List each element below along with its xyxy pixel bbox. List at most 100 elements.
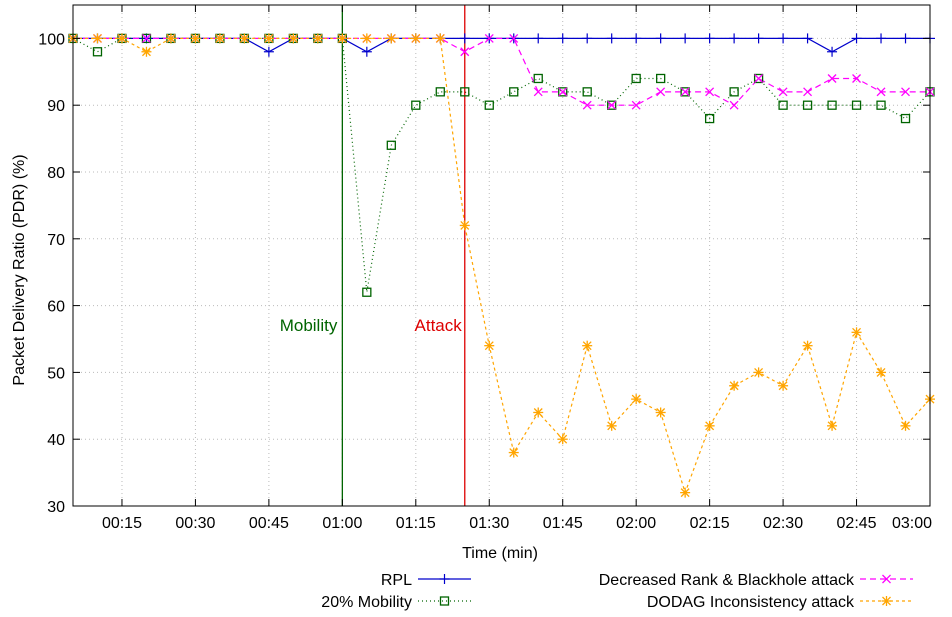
data-point — [704, 113, 715, 124]
data-point — [876, 33, 887, 44]
data-point — [606, 33, 617, 44]
data-point — [509, 33, 519, 43]
marker-stroke — [484, 33, 494, 43]
marker-stroke — [852, 74, 862, 83]
marker-stroke — [582, 341, 592, 351]
data-point — [92, 47, 103, 57]
marker-stroke — [729, 100, 739, 110]
data-point — [631, 394, 642, 405]
y-tick-label: 50 — [47, 365, 65, 382]
marker-stroke — [435, 87, 445, 97]
data-point — [656, 73, 666, 84]
marker-stroke — [141, 47, 151, 57]
data-point — [705, 87, 715, 97]
data-point — [655, 33, 666, 44]
y-tick-label: 40 — [47, 432, 65, 449]
marker-stroke — [901, 421, 910, 431]
series-markers — [68, 33, 935, 498]
data-point — [876, 87, 886, 97]
series-line-dodag-inconsistency-attack — [73, 37, 931, 495]
y-tick-label: 90 — [47, 98, 65, 115]
marker-stroke — [851, 100, 862, 110]
x-tick-label: 02:15 — [690, 515, 730, 532]
data-point — [362, 287, 372, 297]
marker-stroke — [533, 408, 543, 417]
marker-stroke — [435, 33, 445, 43]
data-point — [827, 46, 838, 57]
data-point — [802, 340, 813, 351]
data-point — [607, 100, 617, 110]
data-point — [729, 100, 739, 110]
data-point — [141, 46, 152, 57]
marker-stroke — [460, 220, 470, 230]
axis-ticks — [73, 5, 931, 507]
data-point — [459, 220, 470, 231]
data-point — [631, 73, 641, 84]
marker-stroke — [680, 87, 690, 97]
y-tick-label: 60 — [47, 299, 65, 316]
marker-stroke — [166, 33, 176, 43]
data-point — [435, 87, 445, 97]
marker-stroke — [558, 434, 568, 444]
marker-stroke — [803, 341, 813, 351]
y-tick-label: 80 — [47, 165, 65, 182]
data-point — [606, 420, 617, 431]
legend-swatch-marker — [881, 596, 892, 606]
data-point — [141, 33, 151, 43]
marker-stroke — [705, 421, 715, 431]
marker-stroke — [882, 574, 891, 584]
x-tick-label: 00:30 — [175, 515, 215, 532]
marker-stroke — [484, 341, 494, 351]
data-point — [116, 33, 127, 44]
marker-stroke — [92, 47, 103, 57]
annotation-label: Attack — [415, 316, 463, 335]
data-point — [582, 33, 593, 44]
x-tick-label: 02:30 — [763, 515, 803, 532]
marker-stroke — [656, 87, 666, 97]
x-tick-label: 00:45 — [249, 515, 289, 532]
data-point — [901, 87, 910, 97]
marker-stroke — [509, 87, 519, 97]
marker-stroke — [900, 113, 911, 124]
data-point — [680, 87, 690, 97]
data-point — [827, 100, 837, 110]
data-point — [361, 33, 372, 44]
data-point — [92, 33, 103, 44]
legend-label: DODAG Inconsistency attack — [647, 594, 855, 611]
marker-stroke — [582, 100, 592, 110]
data-point — [533, 33, 544, 44]
marker-stroke — [656, 73, 666, 84]
legend-swatch-marker — [882, 574, 891, 584]
data-point — [239, 33, 250, 44]
data-point — [753, 73, 764, 84]
data-point — [582, 100, 592, 110]
data-point — [214, 33, 225, 44]
marker-stroke — [729, 87, 739, 97]
marker-stroke — [509, 448, 519, 458]
data-point — [533, 407, 544, 418]
data-point — [656, 87, 666, 97]
legend-label: RPL — [381, 572, 412, 589]
data-point — [484, 100, 494, 110]
x-tick-label: 02:00 — [616, 515, 656, 532]
legend-swatch-marker — [439, 574, 450, 584]
marker-stroke — [876, 87, 886, 97]
marker-stroke — [141, 33, 151, 43]
data-point — [729, 87, 739, 97]
data-point — [778, 33, 789, 44]
marker-stroke — [882, 596, 891, 606]
data-point — [631, 33, 642, 44]
marker-stroke — [631, 394, 641, 404]
data-point — [557, 33, 568, 44]
data-point — [386, 140, 396, 150]
legend-label: 20% Mobility — [321, 594, 412, 611]
data-point — [484, 340, 495, 351]
marker-stroke — [827, 100, 837, 110]
data-point — [754, 74, 764, 83]
data-point — [851, 100, 862, 110]
data-point — [460, 47, 470, 57]
marker-stroke — [680, 488, 690, 498]
marker-stroke — [460, 47, 470, 57]
data-point — [827, 74, 837, 83]
